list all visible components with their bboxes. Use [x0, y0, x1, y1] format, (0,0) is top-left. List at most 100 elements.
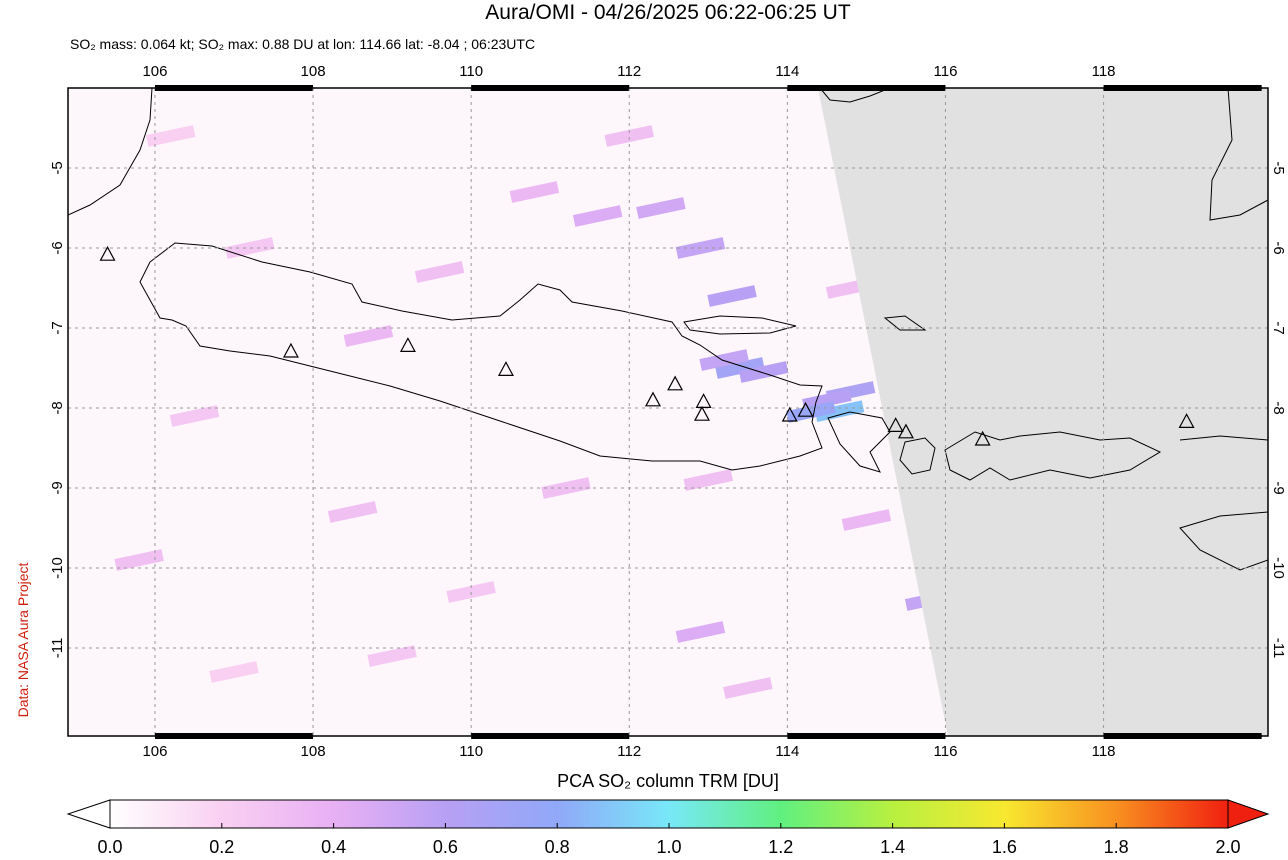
- coastlines: [68, 88, 1268, 571]
- so2-pixel: [723, 677, 773, 699]
- so2-pixel: [707, 285, 757, 307]
- volcano: [887, 417, 904, 432]
- y-tick-label: -9: [49, 481, 66, 494]
- x-tick-label: 114: [775, 743, 799, 760]
- x-tick-label: 108: [301, 63, 326, 80]
- borneo-coast: [819, 88, 891, 103]
- colorbar-tick-label: 0.6: [433, 837, 458, 855]
- so2-pixel: [604, 125, 654, 147]
- volcano: [897, 423, 914, 439]
- volcano: [399, 337, 416, 352]
- colorbar-low-arrow: [66, 799, 111, 829]
- y-tick-label: -6: [49, 241, 66, 254]
- y-tick-label: -5: [49, 161, 66, 174]
- x-tick-label: 110: [459, 743, 483, 760]
- so2-pixel: [572, 205, 623, 227]
- sumatra-coast: [68, 88, 153, 216]
- so2-pixel: [169, 405, 220, 427]
- map-frame: [67, 87, 1269, 737]
- so2-pixel: [367, 645, 417, 667]
- so2-pixel: [343, 325, 394, 347]
- y-tick-label: -7: [49, 321, 66, 334]
- y-tick-label: -10: [49, 557, 66, 579]
- so2-pixel: [814, 400, 865, 423]
- so2-pixel: [738, 361, 789, 383]
- so2-pixel: [146, 125, 196, 147]
- so2-pixel: [509, 181, 560, 203]
- so2-pixel: [675, 621, 726, 643]
- colorbar-high-arrow: [1227, 799, 1270, 829]
- lombok-coast: [899, 437, 936, 475]
- so2-pixel: [327, 501, 378, 523]
- colorbar-tick-label: 1.2: [768, 837, 793, 855]
- bali-coast: [827, 411, 891, 473]
- x-tick-label: 118: [1092, 63, 1116, 80]
- so2-pixel: [715, 357, 765, 379]
- volcano: [497, 361, 514, 376]
- y-tick-label: -8: [49, 401, 66, 414]
- y-tick-label: -11: [1270, 638, 1287, 659]
- y-tick-label: -9: [1270, 481, 1287, 494]
- madura-coast: [683, 315, 797, 335]
- colorbar-tick-label: 1.8: [1104, 837, 1129, 855]
- x-tick-label: 116: [934, 743, 958, 760]
- volcano: [644, 391, 661, 407]
- colorbar-tick-label: 1.0: [656, 837, 681, 855]
- colorbar-tick-label: 0.2: [209, 837, 234, 855]
- axes: 106 106 108 108 110 110 112 112 114 114 116 116 118 1…: [49, 63, 1287, 760]
- x-tick-label: 110: [459, 63, 483, 80]
- x-tick-label: 114: [775, 63, 799, 80]
- volcano: [781, 406, 798, 422]
- x-tick-label: 116: [934, 63, 958, 80]
- colorbar-tick-label: 1.6: [992, 837, 1017, 855]
- volcano: [667, 375, 684, 391]
- volcano: [282, 342, 299, 358]
- x-tick-label: 108: [301, 743, 326, 760]
- no-data-region: [818, 88, 1268, 736]
- y-tick-label: -11: [49, 638, 66, 659]
- colorbar-tick-label: 2.0: [1215, 837, 1240, 855]
- so2-pixel: [414, 261, 465, 283]
- y-tick-label: -7: [1270, 321, 1287, 334]
- sulawesi-coast: [1209, 88, 1268, 221]
- kangean-coast: [883, 315, 927, 331]
- so2-pixel: [699, 349, 749, 371]
- volcano: [695, 393, 712, 408]
- colorbar: 0.0 0.2 0.4 0.6 0.8 1.0 1.2 1.4 1.6 1.8 2.0: [66, 799, 1270, 857]
- chart-title: Aura/OMI - 04/26/2025 06:22-06:25 UT: [485, 1, 851, 24]
- colorbar-tick-label: 0.0: [97, 837, 122, 855]
- colorbar-label: PCA SO₂ column TRM [DU]: [557, 771, 779, 791]
- sumba-coast: [1179, 511, 1268, 571]
- colorbar-tick-label: 0.4: [321, 837, 346, 855]
- subtitle: SO₂ mass: 0.064 kt; SO₂ max: 0.88 DU at …: [70, 36, 535, 52]
- so2-pixel: [841, 509, 892, 531]
- x-tick-label: 118: [1092, 743, 1116, 760]
- credit: Data: NASA Aura Project: [15, 562, 31, 717]
- x-tick-label: 112: [617, 743, 641, 760]
- so2-pixel: [786, 401, 836, 423]
- y-tick-label: -10: [1270, 557, 1287, 579]
- so2-pixel: [225, 237, 275, 259]
- volcano: [797, 401, 814, 417]
- volcano: [1178, 413, 1195, 428]
- y-tick-label: -6: [1270, 241, 1287, 254]
- so2-pixel: [636, 197, 686, 219]
- map: [68, 88, 1268, 736]
- volcano: [99, 245, 116, 261]
- y-tick-label: -5: [1270, 161, 1287, 174]
- volcano: [974, 430, 991, 446]
- sumbawa-coast: [944, 431, 1162, 481]
- x-tick-label: 106: [142, 743, 167, 760]
- java-coast: [139, 242, 823, 471]
- volcano: [693, 405, 710, 421]
- colorbar-tick-label: 0.8: [545, 837, 570, 855]
- flores-coast: [1179, 435, 1268, 441]
- so2-pixel: [683, 469, 734, 491]
- so2-pixel: [114, 549, 164, 571]
- so2-pixel: [209, 661, 259, 683]
- x-tick-label: 106: [142, 63, 167, 80]
- colorbar-tick-label: 1.4: [880, 837, 905, 855]
- x-tick-label: 112: [617, 63, 641, 80]
- y-tick-label: -8: [1270, 401, 1287, 414]
